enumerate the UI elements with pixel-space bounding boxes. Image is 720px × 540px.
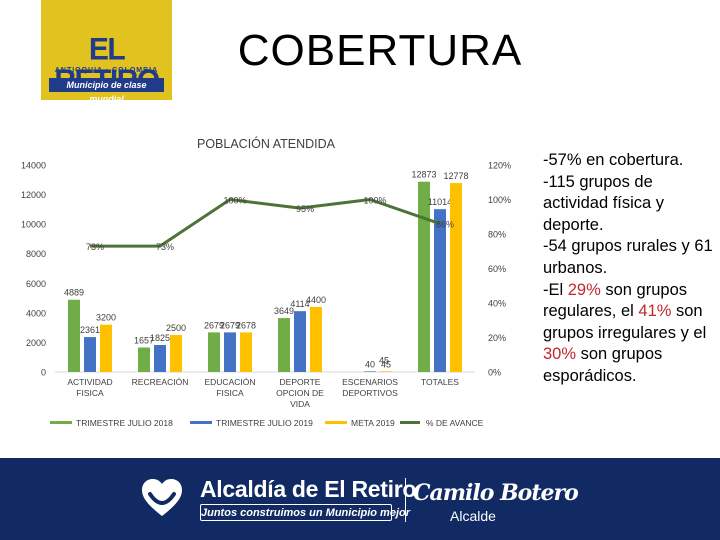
bar-value-label: 2500 xyxy=(166,323,186,333)
legend-swatch xyxy=(50,421,72,424)
bar-3 xyxy=(310,306,322,372)
bar-value-label: 2361 xyxy=(80,325,100,335)
pct-sporadic: 30% xyxy=(543,345,577,364)
bar-value-label: 3200 xyxy=(96,313,116,323)
mayor-signature: Camilo Botero xyxy=(413,480,579,506)
y-left-tick-label: 10000 xyxy=(21,220,46,230)
footer-banner: Alcaldía de El Retiro Juntos construimos… xyxy=(0,458,720,540)
el-retiro-logo: EL RETIRO ANTIOQUIA · COLOMBIA Municipio… xyxy=(41,0,172,104)
x-tick-label: ESCENARIOS DEPORTIVOS xyxy=(342,377,398,398)
bar-value-label: 4400 xyxy=(306,295,326,305)
y-right-tick-label: 40% xyxy=(488,299,506,309)
note-text-c: son grupos irregulares y el xyxy=(543,302,707,342)
bar-value-label: 2678 xyxy=(236,320,256,330)
slide-title: COBERTURA xyxy=(237,26,523,75)
y-left-tick-label: 2000 xyxy=(26,338,46,348)
y-right-tick-label: 20% xyxy=(488,333,506,343)
x-tick-label: DEPORTE OPCION DE VIDA xyxy=(276,377,324,409)
alcaldia-name: Alcaldía de El Retiro xyxy=(200,476,417,502)
bar-value-label: 2679 xyxy=(204,320,224,330)
bar-value-label: 1825 xyxy=(150,333,170,343)
legend-swatch xyxy=(325,421,347,424)
y-right-tick-label: 60% xyxy=(488,264,506,274)
avance-point-label: 86% xyxy=(436,220,454,230)
note-coverage: -57% en cobertura. xyxy=(543,151,684,169)
avance-line xyxy=(90,198,441,248)
bar-1 xyxy=(138,347,150,372)
bar-value-label: 4114 xyxy=(290,299,309,309)
bar-1 xyxy=(68,299,80,372)
avance-point-label: 95% xyxy=(296,204,314,214)
bar-value-label: 40 xyxy=(365,359,375,369)
y-right-tick-label: 80% xyxy=(488,230,506,240)
legend-label: % DE AVANCE xyxy=(426,418,484,428)
bar-value-label: 1657 xyxy=(134,336,154,346)
note-text-d: son grupos esporádicos. xyxy=(543,345,663,385)
bar-2 xyxy=(294,311,306,372)
bar-2 xyxy=(154,345,166,372)
bar-value-label: 12873 xyxy=(411,170,436,180)
note-groups: -115 grupos de actividad física y deport… xyxy=(543,172,665,234)
summary-notes: -57% en cobertura. -115 grupos de activi… xyxy=(543,150,715,388)
mayor-role: Alcalde xyxy=(450,508,496,524)
bar-2 xyxy=(84,337,96,372)
bar-value-label: 3649 xyxy=(274,306,294,316)
logo-tagline: Municipio de clase mundial xyxy=(49,78,164,104)
alcaldia-slogan: Juntos construimos un Municipio mejor xyxy=(200,504,410,521)
bar-value-label: 45 xyxy=(381,359,391,369)
avance-point-label: 100% xyxy=(363,196,386,206)
bar-3 xyxy=(170,335,182,372)
note-rural-urban: -54 grupos rurales y 61 urbanos. xyxy=(543,237,713,277)
y-left-tick-label: 0 xyxy=(41,368,46,378)
poblacion-atendida-chart: POBLACIÓN ATENDIDA 0 2000 4000 6000 8000 10000… xyxy=(21,136,511,428)
avance-point-label: 73% xyxy=(86,242,104,252)
y-left-tick-label: 4000 xyxy=(26,308,46,318)
legend-swatch xyxy=(190,421,212,424)
bar-value-label: 4889 xyxy=(64,288,84,298)
x-tick-label: TOTALES xyxy=(421,377,459,387)
bar-value-label: 2679 xyxy=(220,320,240,330)
legend-label: TRIMESTRE JULIO 2018 xyxy=(76,418,173,428)
avance-point-label: 100% xyxy=(223,196,246,206)
bar-2 xyxy=(364,371,376,372)
x-tick-label: ACTIVIDAD FISICA xyxy=(67,377,112,398)
x-tick-label: EDUCACIÓN FISICA xyxy=(204,377,255,398)
y-right-tick-label: 0% xyxy=(488,368,501,378)
bar-3 xyxy=(450,183,462,372)
pct-regular: 29% xyxy=(567,280,601,299)
bar-2 xyxy=(434,209,446,372)
note-text-b: son grupos regulares, el xyxy=(543,280,688,321)
y-right-tick-label: 100% xyxy=(488,195,511,205)
y-left-tick-label: 12000 xyxy=(21,190,46,200)
bar-2 xyxy=(224,332,236,372)
note-text-a: -El xyxy=(543,280,568,299)
bar-1 xyxy=(418,181,430,372)
bar-value-label: 12778 xyxy=(443,171,468,181)
heart-logo-icon xyxy=(142,479,182,516)
x-tick-label: RECREACIÓN xyxy=(132,377,189,387)
bar-1 xyxy=(278,318,290,372)
pct-irregular: 41% xyxy=(638,302,672,321)
y-right-tick-label: 120% xyxy=(488,161,511,171)
bar-value-label: 11014 xyxy=(428,197,452,207)
chart-title: POBLACIÓN ATENDIDA xyxy=(197,136,336,151)
legend-label: META 2019 xyxy=(351,418,395,428)
logo-subtitle: ANTIOQUIA · COLOMBIA xyxy=(54,67,159,74)
bar-3 xyxy=(100,324,112,372)
legend-label: TRIMESTRE JULIO 2019 xyxy=(216,418,313,428)
footer-divider xyxy=(405,478,406,522)
y-left-tick-label: 8000 xyxy=(26,249,46,259)
note-group-types: -El 29% son grupos regulares, el 41% son… xyxy=(543,280,715,388)
bar-3 xyxy=(380,371,392,372)
extra-value-label: 45 xyxy=(379,355,389,365)
avance-point-label: 73% xyxy=(156,242,174,252)
bar-3 xyxy=(240,332,252,372)
y-left-tick-label: 6000 xyxy=(26,279,46,289)
y-left-tick-label: 14000 xyxy=(21,161,46,171)
bar-1 xyxy=(208,332,220,372)
